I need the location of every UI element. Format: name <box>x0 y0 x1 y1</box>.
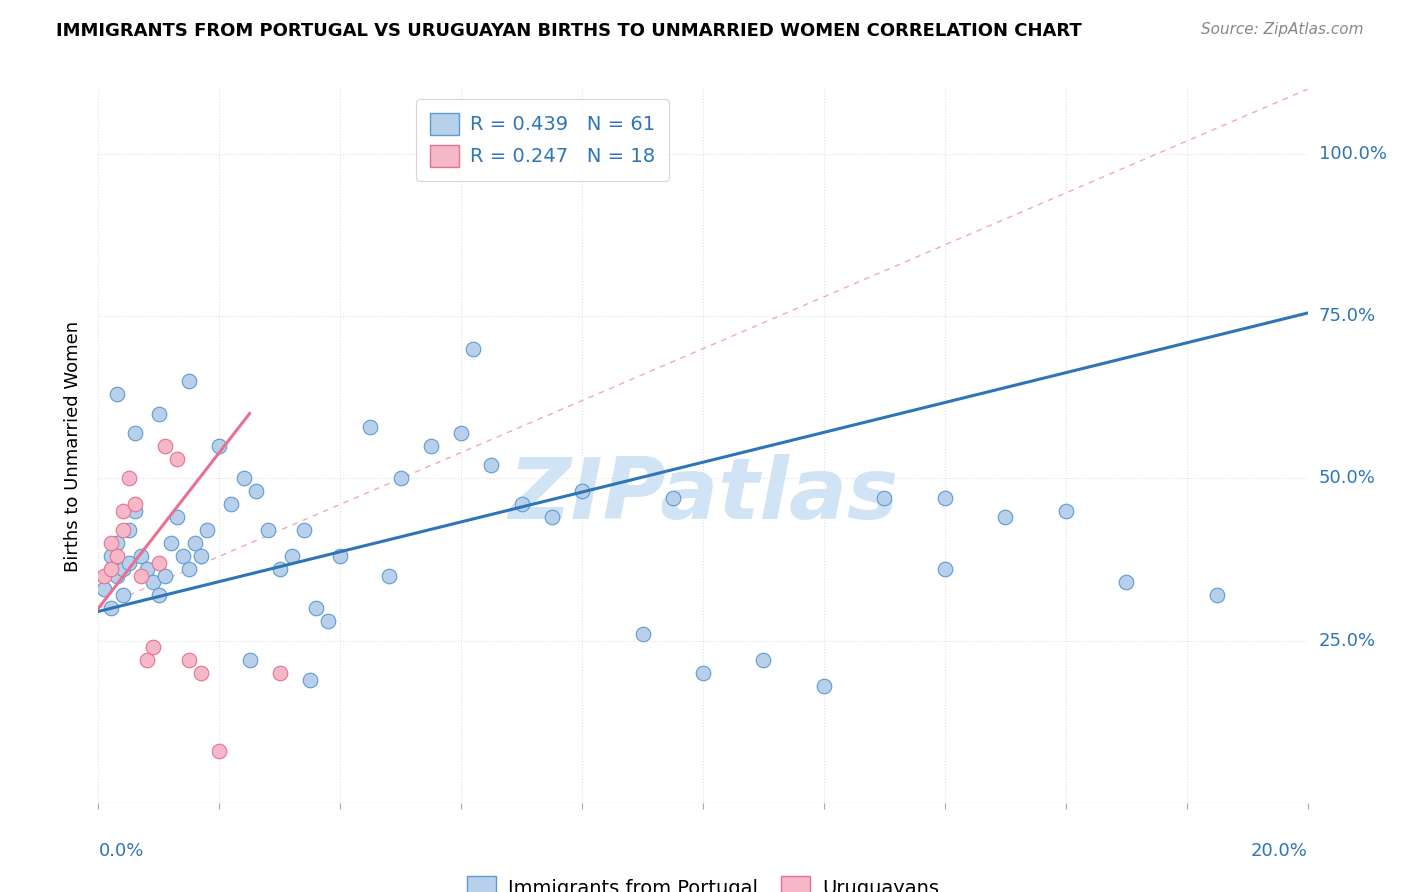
Y-axis label: Births to Unmarried Women: Births to Unmarried Women <box>63 320 82 572</box>
Point <box>153 439 176 453</box>
Point <box>934 491 956 505</box>
Point <box>631 627 654 641</box>
Text: IMMIGRANTS FROM PORTUGAL VS URUGUAYAN BIRTHS TO UNMARRIED WOMEN CORRELATION CHAR: IMMIGRANTS FROM PORTUGAL VS URUGUAYAN BI… <box>56 22 1083 40</box>
Point <box>184 536 207 550</box>
Point <box>100 562 122 576</box>
Point <box>148 407 170 421</box>
Point <box>111 504 134 518</box>
Point <box>105 387 128 401</box>
Point <box>281 549 304 564</box>
Point <box>129 568 152 582</box>
Point <box>148 588 170 602</box>
Point <box>166 510 188 524</box>
Point <box>142 640 165 654</box>
Point <box>142 575 165 590</box>
Text: ZIPatlas: ZIPatlas <box>508 454 898 538</box>
Point <box>1206 588 1229 602</box>
Point <box>239 653 262 667</box>
Point <box>93 582 115 596</box>
Point <box>481 458 503 473</box>
Point <box>135 653 157 667</box>
Point <box>177 653 201 667</box>
Point <box>419 439 441 453</box>
Legend: Immigrants from Portugal, Uruguayans: Immigrants from Portugal, Uruguayans <box>453 863 953 892</box>
Point <box>245 484 267 499</box>
Point <box>692 666 714 681</box>
Point <box>377 568 399 582</box>
Point <box>111 562 134 576</box>
Text: 0.0%: 0.0% <box>98 842 143 860</box>
Text: 100.0%: 100.0% <box>1319 145 1386 163</box>
Text: 50.0%: 50.0% <box>1319 469 1375 487</box>
Point <box>873 491 896 505</box>
Point <box>269 666 291 681</box>
Point <box>661 491 683 505</box>
Point <box>389 471 412 485</box>
Point <box>111 588 134 602</box>
Point <box>1115 575 1137 590</box>
Point <box>190 666 212 681</box>
Text: 20.0%: 20.0% <box>1251 842 1308 860</box>
Point <box>360 419 382 434</box>
Point <box>208 439 231 453</box>
Point <box>195 524 218 538</box>
Point <box>129 549 152 564</box>
Point <box>93 568 115 582</box>
Point <box>148 556 170 570</box>
Point <box>1054 504 1077 518</box>
Point <box>111 524 134 538</box>
Point <box>118 524 141 538</box>
Point <box>100 601 122 615</box>
Point <box>160 536 183 550</box>
Point <box>208 744 231 758</box>
Point <box>105 568 128 582</box>
Point <box>463 342 485 356</box>
Point <box>571 484 593 499</box>
Point <box>256 524 278 538</box>
Point <box>166 452 188 467</box>
Point <box>934 562 956 576</box>
Text: 25.0%: 25.0% <box>1319 632 1376 649</box>
Text: 75.0%: 75.0% <box>1319 307 1376 326</box>
Point <box>299 673 322 687</box>
Point <box>510 497 533 511</box>
Point <box>177 562 201 576</box>
Point <box>190 549 212 564</box>
Point <box>118 556 141 570</box>
Point <box>100 536 122 550</box>
Point <box>316 614 339 628</box>
Point <box>124 497 146 511</box>
Point <box>232 471 254 485</box>
Point <box>994 510 1017 524</box>
Point <box>813 679 835 693</box>
Point <box>100 549 122 564</box>
Point <box>221 497 243 511</box>
Point <box>269 562 291 576</box>
Point <box>540 510 562 524</box>
Point <box>124 504 146 518</box>
Point <box>450 425 472 440</box>
Point <box>305 601 328 615</box>
Point <box>135 562 157 576</box>
Text: Source: ZipAtlas.com: Source: ZipAtlas.com <box>1201 22 1364 37</box>
Point <box>124 425 146 440</box>
Point <box>105 536 128 550</box>
Point <box>752 653 775 667</box>
Point <box>177 374 201 388</box>
Point <box>292 524 315 538</box>
Point <box>153 568 176 582</box>
Point <box>105 549 128 564</box>
Point <box>172 549 194 564</box>
Point <box>118 471 141 485</box>
Point <box>329 549 352 564</box>
